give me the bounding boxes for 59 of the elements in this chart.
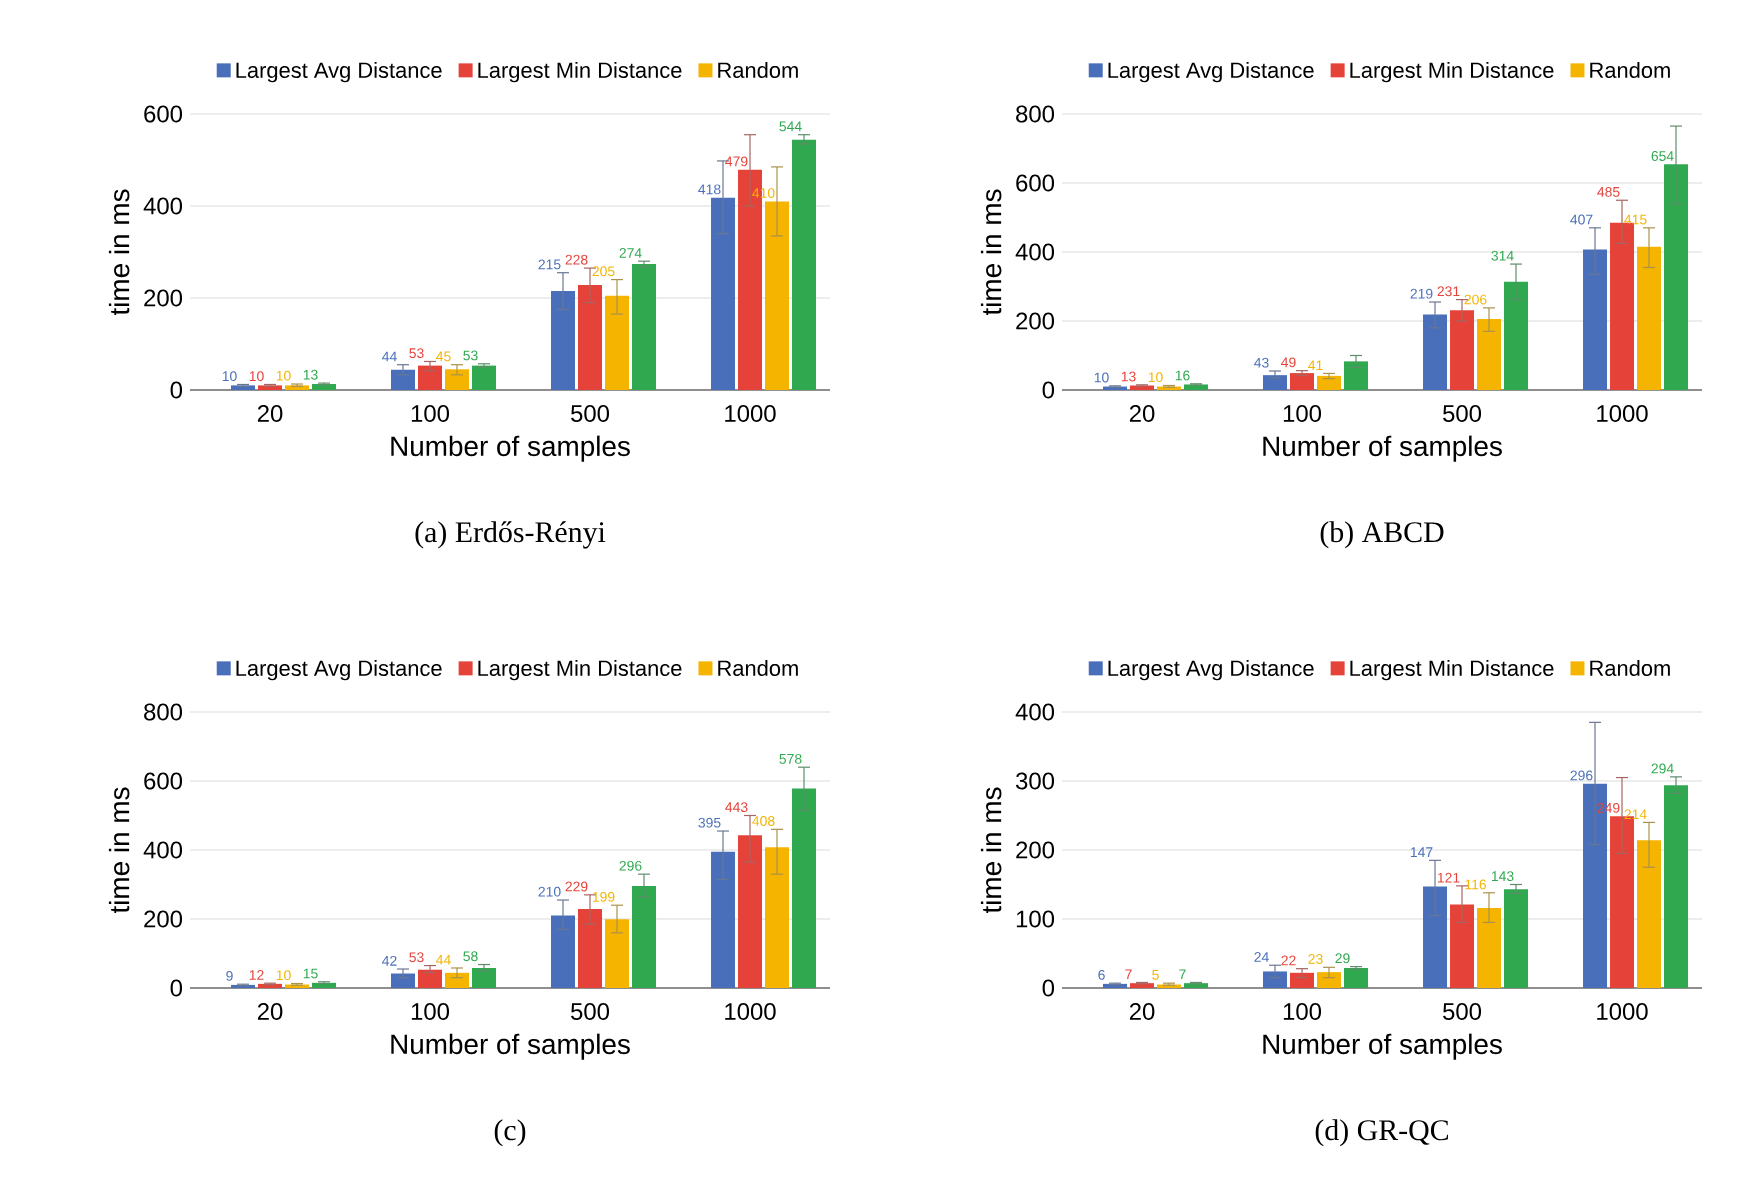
y-axis-title: time in ms <box>980 787 1002 914</box>
legend-label: Largest Avg Distance <box>236 61 442 83</box>
x-tick-label: 1000 <box>1597 405 1648 422</box>
text: (b) ABCD <box>1320 521 1444 549</box>
y-tick-label: 0 <box>170 381 183 399</box>
legend-label: Random <box>1590 61 1670 79</box>
x-axis-title: Number of samples <box>1263 1033 1502 1060</box>
y-tick-label: 600 <box>144 772 183 790</box>
y-tick-label: 800 <box>1016 105 1055 123</box>
y-axis-title: time in ms <box>980 189 1002 316</box>
x-tick-label: 20 <box>1129 405 1155 422</box>
text: (a) Erdős-Rényi <box>415 521 606 549</box>
y-tick-label: 200 <box>1016 841 1055 859</box>
y-tick-label: 800 <box>144 703 183 721</box>
x-tick-label: 500 <box>571 405 610 422</box>
x-axis-title: Number of samples <box>391 1033 630 1060</box>
legend-label: Largest Avg Distance <box>1108 61 1314 83</box>
y-tick-label: 200 <box>144 289 183 307</box>
legend-label: Largest Min Distance <box>478 61 682 83</box>
y-tick-label: 200 <box>1016 312 1055 330</box>
y-tick-label: 600 <box>1016 174 1055 192</box>
x-tick-label: 100 <box>1283 1003 1322 1020</box>
x-tick-label: 500 <box>1443 1003 1482 1020</box>
legend-label: Largest Min Distance <box>1350 659 1554 681</box>
y-tick-label: 600 <box>144 105 183 123</box>
legend-label: Largest Min Distance <box>1350 61 1554 83</box>
y-tick-label: 200 <box>144 910 183 928</box>
y-tick-label: 400 <box>1015 243 1055 261</box>
y-tick-label: 400 <box>1015 703 1055 721</box>
legend-label: Largest Avg Distance <box>1108 659 1314 681</box>
legend-label: Largest Min Distance <box>478 659 682 681</box>
x-tick-label: 1000 <box>725 1003 776 1020</box>
text: (d) GR-QC <box>1315 1119 1448 1147</box>
legend-label: Largest Avg Distance <box>236 659 442 681</box>
text: (c) <box>494 1119 526 1147</box>
x-tick-label: 500 <box>571 1003 610 1020</box>
x-tick-label: 20 <box>257 405 283 422</box>
y-tick-label: 0 <box>1042 381 1055 399</box>
x-tick-label: 20 <box>257 1003 283 1020</box>
legend-label: Random <box>718 61 798 79</box>
x-tick-label: 20 <box>1129 1003 1155 1020</box>
y-tick-label: 400 <box>143 841 183 859</box>
y-tick-label: 100 <box>1016 910 1055 928</box>
x-tick-label: 500 <box>1443 405 1482 422</box>
y-tick-label: 400 <box>143 197 183 215</box>
legend-label: Random <box>718 659 798 677</box>
x-axis-title: Number of samples <box>1263 435 1502 462</box>
x-tick-label: 100 <box>1283 405 1322 422</box>
x-tick-label: 100 <box>411 405 450 422</box>
x-tick-label: 1000 <box>1597 1003 1648 1020</box>
legend-label: Random <box>1590 659 1670 677</box>
x-tick-label: 100 <box>411 1003 450 1020</box>
y-tick-label: 0 <box>170 979 183 997</box>
y-axis-title: time in ms <box>108 189 130 316</box>
x-axis-title: Number of samples <box>391 435 630 462</box>
y-axis-title: time in ms <box>108 787 130 914</box>
y-tick-label: 0 <box>1042 979 1055 997</box>
x-tick-label: 1000 <box>725 405 776 422</box>
y-tick-label: 300 <box>1015 772 1055 790</box>
